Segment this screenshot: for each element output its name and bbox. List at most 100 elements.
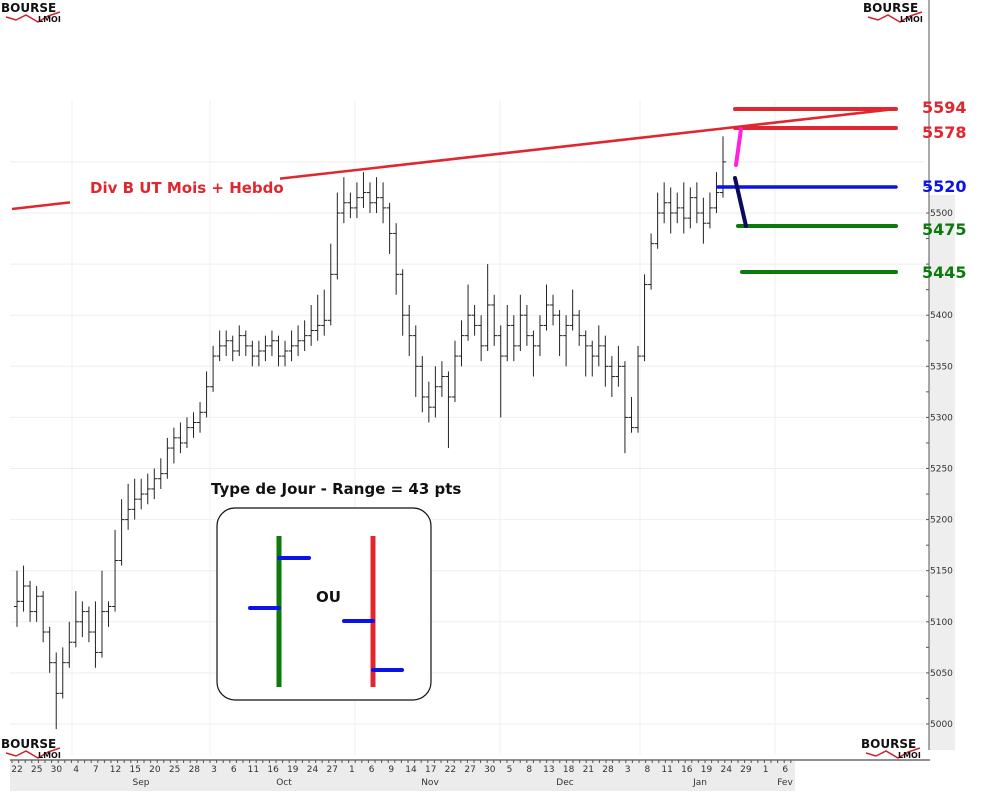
x-tick-label: 7 <box>93 765 99 775</box>
x-tick-label: 25 <box>31 765 42 775</box>
x-tick-label: 29 <box>740 765 752 775</box>
ohlc-bar <box>262 335 269 362</box>
x-tick-label: 17 <box>425 765 436 775</box>
level-label-5594: 5594 <box>922 98 967 117</box>
ohlc-bar <box>236 325 243 357</box>
ohlc-bar <box>314 294 321 341</box>
ohlc-bar <box>615 345 622 387</box>
ohlc-bar <box>504 304 511 362</box>
y-tick-label: 5050 <box>930 669 953 679</box>
ohlc-bar <box>53 652 60 730</box>
x-tick-label: 19 <box>287 765 299 775</box>
x-tick-label: 20 <box>149 765 161 775</box>
projection-down <box>733 176 748 228</box>
ohlc-bar <box>170 427 177 464</box>
grid <box>10 100 925 755</box>
ohlc-bar <box>406 304 413 357</box>
x-month-label: Nov <box>421 778 439 788</box>
x-tick-label: 21 <box>583 765 594 775</box>
ohlc-bar <box>118 499 125 566</box>
x-tick-label: 25 <box>169 765 180 775</box>
ohlc-bar <box>282 340 289 367</box>
ohlc-bar <box>242 330 249 357</box>
x-tick-label: 27 <box>464 765 475 775</box>
ohlc-bar <box>190 412 197 438</box>
ohlc-bar <box>543 284 550 331</box>
logo-text-bottom: LMOI <box>38 15 61 24</box>
logo-text-top: BOURSE <box>863 1 918 15</box>
trendline <box>279 107 896 180</box>
x-tick-label: 1 <box>763 765 769 775</box>
ohlc-bar <box>576 310 583 346</box>
ohlc-bar <box>14 570 20 627</box>
x-tick-label: 9 <box>388 765 394 775</box>
ohlc-bar <box>582 330 589 377</box>
x-tick-label: 5 <box>507 765 513 775</box>
ohlc-bar <box>510 315 517 362</box>
y-tick-label: 5000 <box>930 720 953 730</box>
ohlc-bar <box>353 182 360 219</box>
x-tick-label: 13 <box>543 765 554 775</box>
y-tick-label: 5500 <box>930 209 953 219</box>
ohlc-bar <box>550 294 557 326</box>
ohlc-bar <box>445 371 452 449</box>
ohlc-bar <box>164 437 171 479</box>
x-tick-label: 28 <box>189 765 201 775</box>
x-tick-label: 19 <box>701 765 713 775</box>
y-tick-label: 5200 <box>930 516 953 526</box>
ohlc-bar <box>667 187 674 234</box>
logo-swoosh-icon <box>5 747 61 759</box>
ohlc-bar <box>621 361 628 454</box>
x-month-label: Fev <box>777 778 793 788</box>
logo-text-top: BOURSE <box>1 737 56 751</box>
x-tick-label: 22 <box>11 765 22 775</box>
ohlc-bar <box>635 345 642 433</box>
ohlc-bar <box>458 320 465 367</box>
logo-text-bottom: LMOI <box>900 15 923 24</box>
ohlc-bar <box>59 647 66 699</box>
ohlc-bar <box>203 371 210 418</box>
x-tick-label: 22 <box>445 765 456 775</box>
x-tick-label: 11 <box>661 765 672 775</box>
ohlc-bar <box>425 381 432 423</box>
ohlc-bar <box>491 294 498 346</box>
ohlc-bar <box>641 274 648 362</box>
ohlc-bar <box>216 330 223 362</box>
ohlc-bar <box>20 565 27 612</box>
x-tick-label: 1 <box>349 765 355 775</box>
x-tick-label: 27 <box>326 765 337 775</box>
y-tick-label: 5150 <box>930 567 953 577</box>
level-label-5475: 5475 <box>922 220 967 239</box>
x-tick-label: 6 <box>231 765 237 775</box>
ohlc-bar <box>79 601 86 638</box>
annotations: 5594 5578 5520 5475 5445 <box>11 98 967 282</box>
ohlc-bar <box>46 626 53 673</box>
y-tick-label: 5350 <box>930 362 953 372</box>
ohlc-bar <box>648 233 655 290</box>
ohlc-bar <box>72 591 79 648</box>
x-tick-label: 4 <box>73 765 79 775</box>
or-label: OU <box>316 588 341 606</box>
ohlc-bar <box>360 172 367 208</box>
ohlc-bar <box>334 192 341 280</box>
ohlc-bar <box>223 330 230 357</box>
ohlc-bar <box>465 284 472 341</box>
x-month-label: Oct <box>276 778 292 788</box>
ohlc-bar <box>608 356 615 397</box>
trendline-label: Div B UT Mois + Hebdo <box>90 179 284 197</box>
ohlc-bar <box>419 356 426 413</box>
ohlc-bar <box>693 182 700 224</box>
ohlc-bar <box>138 478 145 510</box>
ohlc-bar <box>85 606 92 643</box>
ohlc-bar <box>451 340 458 403</box>
ohlc-bar <box>706 192 713 229</box>
ohlc-bar <box>347 192 354 219</box>
x-tick-label: 16 <box>267 765 279 775</box>
ohlc-bar <box>308 304 315 346</box>
ohlc-bar <box>497 325 504 418</box>
y-tick-label: 5100 <box>930 618 953 628</box>
ohlc-bar <box>687 187 694 229</box>
ohlc-bar <box>628 396 635 433</box>
ohlc-bar <box>412 325 419 397</box>
